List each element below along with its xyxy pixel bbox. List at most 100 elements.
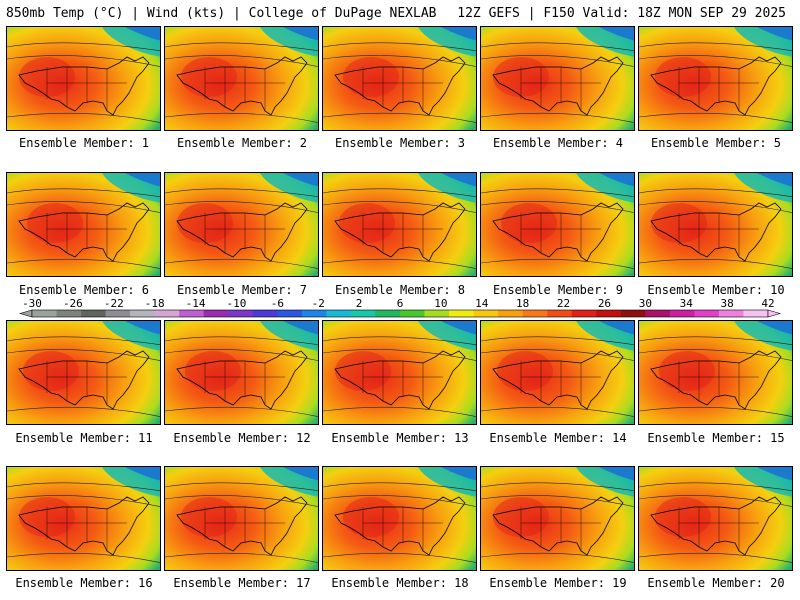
- temperature-map: [639, 467, 792, 570]
- colorbar-swatch: [669, 310, 695, 317]
- temperature-map: [7, 321, 160, 424]
- colorbar-tick-label: 42: [761, 297, 774, 310]
- ensemble-member-map: [164, 320, 319, 425]
- colorbar-tick-label: 18: [516, 297, 529, 310]
- colorbar-tick-label: 22: [557, 297, 570, 310]
- temperature-map: [7, 173, 160, 276]
- colorbar-swatch: [375, 310, 401, 317]
- colorbar-swatch: [547, 310, 573, 317]
- ensemble-member-map: [480, 320, 635, 425]
- colorbar-swatch: [179, 310, 205, 317]
- ensemble-member-label: Ensemble Member: 5: [650, 136, 782, 150]
- colorbar-tick-label: -14: [186, 297, 206, 310]
- colorbar-swatch: [645, 310, 671, 317]
- colorbar-swatch: [56, 310, 82, 317]
- temperature-map: [7, 27, 160, 130]
- temperature-map: [323, 173, 476, 276]
- ensemble-member-map: [322, 466, 477, 571]
- ensemble-member-map: [6, 26, 161, 131]
- colorbar-swatch: [130, 310, 155, 317]
- ensemble-member-map: [480, 466, 635, 571]
- colorbar-swatch: [473, 310, 499, 317]
- ensemble-member-map: [638, 26, 793, 131]
- ensemble-member-label: Ensemble Member: 1: [18, 136, 150, 150]
- temperature-map: [165, 321, 318, 424]
- ensemble-member-map: [322, 320, 477, 425]
- colorbar-swatch: [743, 310, 769, 317]
- colorbar-tick-label: -26: [63, 297, 83, 310]
- colorbar-swatch: [620, 310, 646, 317]
- ensemble-member-label: Ensemble Member: 11: [15, 431, 153, 445]
- colorbar-swatch: [252, 310, 278, 317]
- colorbar-swatch: [81, 310, 106, 317]
- colorbar-swatch: [571, 310, 597, 317]
- colorbar-tick-label: -2: [312, 297, 325, 310]
- ensemble-member-label: Ensemble Member: 7: [176, 283, 308, 297]
- colorbar-tick-label: 14: [475, 297, 489, 310]
- ensemble-member-map: [322, 26, 477, 131]
- ensemble-member-label: Ensemble Member: 19: [489, 576, 627, 590]
- colorbar-swatch: [203, 310, 229, 317]
- temperature-map: [639, 173, 792, 276]
- colorbar-swatch: [498, 310, 523, 317]
- ensemble-member-map: [480, 172, 635, 277]
- ensemble-member-map: [6, 172, 161, 277]
- ensemble-member-label: Ensemble Member: 2: [176, 136, 308, 150]
- ensemble-member-label: Ensemble Member: 6: [18, 283, 150, 297]
- colorbar-swatch: [400, 310, 425, 317]
- colorbar-swatch: [32, 310, 57, 317]
- ensemble-member-map: [480, 26, 635, 131]
- ensemble-member-label: Ensemble Member: 4: [492, 136, 624, 150]
- temperature-map: [639, 27, 792, 130]
- temperature-colorbar: -30 -26 -22 -18 -14 -10 -6 -2 2 6 10 14 18 22 26 30 34 38…: [18, 297, 782, 318]
- colorbar-tick-label: -22: [104, 297, 124, 310]
- colorbar-tick-label: -18: [145, 297, 165, 310]
- colorbar-tick-label: 38: [720, 297, 733, 310]
- ensemble-member-map: [638, 172, 793, 277]
- ensemble-member-map: [6, 320, 161, 425]
- temperature-map: [323, 321, 476, 424]
- colorbar-swatch: [718, 310, 744, 317]
- ensemble-member-map: [164, 26, 319, 131]
- colorbar-swatch: [326, 310, 352, 317]
- ensemble-member-map: [638, 466, 793, 571]
- colorbar-tick-label: 6: [397, 297, 404, 310]
- colorbar-swatch: [277, 310, 303, 317]
- temperature-map: [165, 173, 318, 276]
- ensemble-member-map: [164, 466, 319, 571]
- colorbar-max-arrow: [767, 309, 782, 318]
- temperature-map: [7, 467, 160, 570]
- ensemble-member-map: [164, 172, 319, 277]
- ensemble-member-label: Ensemble Member: 15: [647, 431, 785, 445]
- map-title: 850mb Temp (°C) | Wind (kts) | College o…: [6, 6, 437, 21]
- temperature-map: [481, 27, 634, 130]
- colorbar-tick-label: 34: [680, 297, 694, 310]
- ensemble-member-label: Ensemble Member: 3: [334, 136, 466, 150]
- temperature-map: [639, 321, 792, 424]
- ensemble-member-label: Ensemble Member: 8: [334, 283, 466, 297]
- colorbar-swatch: [694, 310, 720, 317]
- ensemble-member-label: Ensemble Member: 18: [331, 576, 469, 590]
- ensemble-member-label: Ensemble Member: 12: [173, 431, 311, 445]
- colorbar-swatch: [301, 310, 327, 317]
- temperature-map: [165, 467, 318, 570]
- temperature-map: [165, 27, 318, 130]
- ensemble-member-label: Ensemble Member: 9: [492, 283, 624, 297]
- colorbar-tick-label: 2: [356, 297, 363, 310]
- ensemble-member-map: [638, 320, 793, 425]
- ensemble-member-label: Ensemble Member: 10: [647, 283, 785, 297]
- colorbar-swatch: [154, 310, 180, 317]
- colorbar-tick-label: 30: [639, 297, 652, 310]
- colorbar-swatch: [596, 310, 622, 317]
- temperature-map: [323, 27, 476, 130]
- colorbar-swatch: [228, 310, 254, 317]
- ensemble-member-map: [322, 172, 477, 277]
- colorbar-tick-label: 10: [434, 297, 447, 310]
- temperature-map: [481, 173, 634, 276]
- colorbar-tick-label: -6: [271, 297, 284, 310]
- ensemble-member-label: Ensemble Member: 14: [489, 431, 627, 445]
- ensemble-member-label: Ensemble Member: 20: [647, 576, 785, 590]
- ensemble-member-label: Ensemble Member: 17: [173, 576, 311, 590]
- colorbar-tick-label: -10: [227, 297, 247, 310]
- colorbar-tick-label: 26: [598, 297, 611, 310]
